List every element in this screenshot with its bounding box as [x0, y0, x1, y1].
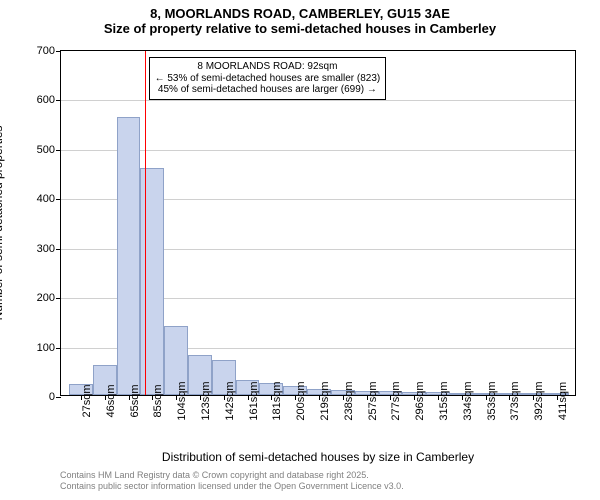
annotation-line: ← 53% of semi-detached houses are smalle… — [155, 73, 381, 85]
xtick-label: 46sqm — [105, 384, 117, 417]
chart-footer: Contains HM Land Registry data © Crown c… — [60, 470, 600, 492]
xtick-label: 334sqm — [462, 381, 474, 420]
annotation-line: 45% of semi-detached houses are larger (… — [155, 84, 381, 96]
chart-title-line2: Size of property relative to semi-detach… — [0, 21, 600, 36]
xtick-label: 181sqm — [271, 381, 283, 420]
histogram-bar — [117, 117, 141, 395]
chart-title-line1: 8, MOORLANDS ROAD, CAMBERLEY, GU15 3AE — [0, 0, 600, 21]
xtick-label: 296sqm — [414, 381, 426, 420]
xtick-label: 85sqm — [152, 384, 164, 417]
xtick-label: 161sqm — [248, 381, 260, 420]
ytick-label: 400 — [37, 193, 61, 205]
xtick-label: 238sqm — [343, 381, 355, 420]
y-axis-label: Number of semi-detached properties — [0, 50, 5, 396]
ytick-label: 300 — [37, 243, 61, 255]
xtick-label: 411sqm — [557, 382, 569, 420]
gridline — [61, 100, 575, 101]
xtick-label: 123sqm — [200, 381, 212, 420]
xtick-label: 200sqm — [295, 381, 307, 420]
reference-line — [145, 51, 146, 395]
xtick-label: 27sqm — [81, 384, 93, 417]
footer-line1: Contains HM Land Registry data © Crown c… — [60, 470, 600, 481]
plot-area: 010020030040050060070027sqm46sqm65sqm85s… — [60, 50, 576, 396]
xtick-label: 104sqm — [176, 381, 188, 420]
annotation-box: 8 MOORLANDS ROAD: 92sqm← 53% of semi-det… — [149, 57, 387, 100]
chart-container: 8, MOORLANDS ROAD, CAMBERLEY, GU15 3AE S… — [0, 0, 600, 500]
xtick-label: 373sqm — [509, 381, 521, 420]
xtick-label: 65sqm — [129, 384, 141, 417]
xtick-label: 315sqm — [438, 381, 450, 420]
ytick-label: 0 — [49, 391, 61, 403]
xtick-label: 353sqm — [486, 381, 498, 420]
ytick-label: 700 — [37, 45, 61, 57]
x-axis-label: Distribution of semi-detached houses by … — [60, 450, 576, 464]
annotation-line: 8 MOORLANDS ROAD: 92sqm — [155, 61, 381, 73]
ytick-label: 500 — [37, 144, 61, 156]
xtick-label: 277sqm — [390, 381, 402, 420]
ytick-label: 600 — [37, 94, 61, 106]
xtick-label: 392sqm — [533, 381, 545, 420]
xtick-label: 142sqm — [224, 381, 236, 420]
xtick-label: 219sqm — [319, 381, 331, 420]
ytick-label: 100 — [37, 342, 61, 354]
footer-line2: Contains public sector information licen… — [60, 481, 600, 492]
xtick-label: 257sqm — [367, 381, 379, 420]
ytick-label: 200 — [37, 292, 61, 304]
